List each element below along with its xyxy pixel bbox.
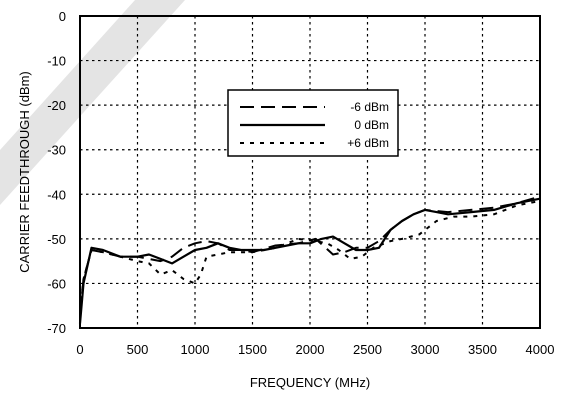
x-tick-label: 1500 [238, 342, 267, 357]
x-axis-label: FREQUENCY (MHz) [250, 375, 370, 390]
y-tick-label: -10 [47, 54, 66, 69]
x-tick-label: 3000 [411, 342, 440, 357]
series-line-dotted [79, 200, 541, 311]
x-tick-label: 3500 [468, 342, 497, 357]
y-axis-label: CARRIER FEEDTHROUGH (dBm) [17, 71, 32, 273]
legend-label: 0 dBm [354, 118, 389, 132]
y-tick-label: -20 [47, 98, 66, 113]
y-tick-labels: 0 -10 -20 -30 -40 -50 -60 -70 [47, 9, 66, 336]
y-tick-label: -70 [47, 321, 66, 336]
series-line-solid [78, 197, 541, 324]
legend-box [227, 89, 399, 157]
y-tick-label: -40 [47, 187, 66, 202]
plot-frame [79, 15, 541, 329]
y-tick-label: -60 [47, 276, 66, 291]
x-tick-label: 0 [76, 342, 83, 357]
grid-lines [80, 16, 540, 328]
legend: -6 dBm 0 dBm +6 dBm [227, 89, 399, 157]
x-tick-label: 1000 [181, 342, 210, 357]
x-tick-label: 4000 [526, 342, 555, 357]
watermark-stripe [0, 0, 185, 205]
x-tick-label: 2000 [296, 342, 325, 357]
x-tick-label: 2500 [353, 342, 382, 357]
legend-label: +6 dBm [347, 136, 389, 150]
y-tick-label: -30 [47, 143, 66, 158]
series-layer [78, 195, 541, 324]
y-tick-label: -50 [47, 232, 66, 247]
x-tick-label: 500 [127, 342, 149, 357]
y-tick-label: 0 [59, 9, 66, 24]
legend-label: -6 dBm [350, 100, 389, 114]
x-tick-labels: 0 500 1000 1500 2000 2500 3000 3500 4000 [76, 342, 554, 357]
